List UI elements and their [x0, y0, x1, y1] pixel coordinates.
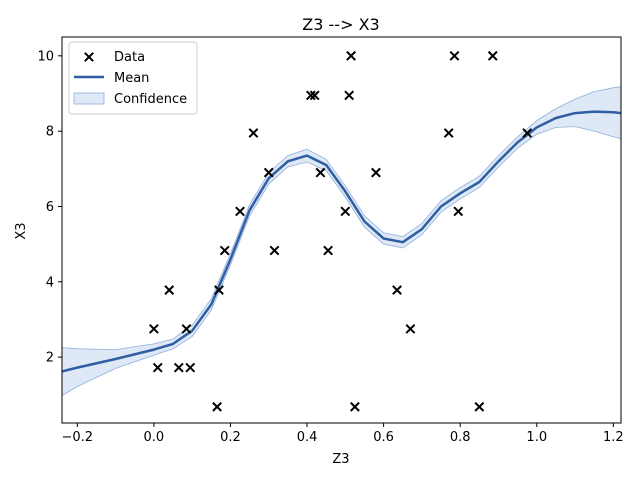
- data-point: [186, 363, 194, 371]
- data-point: [341, 207, 349, 215]
- data-point: [475, 403, 483, 411]
- data-point: [236, 207, 244, 215]
- x-tick-label: 0.6: [373, 430, 394, 445]
- data-point: [454, 207, 462, 215]
- data-point: [221, 246, 229, 254]
- data-point: [393, 286, 401, 294]
- data-point: [347, 52, 355, 60]
- y-axis-ticks: 2 4 6 8 10: [37, 49, 62, 365]
- data-point: [489, 52, 497, 60]
- y-tick-label: 8: [46, 125, 54, 140]
- y-tick-label: 6: [46, 200, 54, 215]
- x-tick-label: 0.0: [144, 430, 165, 445]
- x-tick-label: 0.8: [450, 430, 471, 445]
- legend-label-mean: Mean: [114, 71, 149, 86]
- legend-confidence-patch-icon: [74, 93, 104, 104]
- data-point: [213, 403, 221, 411]
- data-point: [351, 403, 359, 411]
- data-point: [165, 286, 173, 294]
- legend-label-confidence: Confidence: [114, 92, 187, 107]
- data-points-layer: [150, 52, 532, 411]
- confidence-band: [62, 87, 621, 396]
- y-axis-label: X3: [14, 222, 29, 239]
- y-tick-label: 10: [37, 49, 54, 64]
- data-point: [406, 325, 414, 333]
- x-tick-label: 0.4: [297, 430, 318, 445]
- legend: Data Mean Confidence: [69, 42, 197, 114]
- y-tick-label: 2: [46, 351, 54, 366]
- data-point: [154, 363, 162, 371]
- x-tick-label: −0.2: [62, 430, 94, 445]
- mean-line: [62, 112, 621, 372]
- x-tick-label: 1.0: [526, 430, 547, 445]
- data-point: [324, 246, 332, 254]
- data-point: [316, 168, 324, 176]
- x-axis-ticks: −0.2 0.0 0.2 0.4 0.6 0.8 1.0 1.2: [62, 423, 624, 445]
- mean-line-layer: [62, 112, 621, 372]
- data-point: [345, 91, 353, 99]
- data-point: [175, 363, 183, 371]
- data-point: [372, 168, 380, 176]
- x-axis-label: Z3: [332, 452, 349, 467]
- legend-label-data: Data: [114, 50, 145, 65]
- data-point: [270, 246, 278, 254]
- chart-title: Z3 --> X3: [302, 15, 379, 34]
- x-tick-label: 1.2: [603, 430, 624, 445]
- data-point: [150, 325, 158, 333]
- data-point: [450, 52, 458, 60]
- confidence-band-layer: [62, 87, 621, 396]
- data-point: [445, 129, 453, 137]
- y-tick-label: 4: [46, 275, 54, 290]
- x-tick-label: 0.2: [220, 430, 241, 445]
- data-point: [249, 129, 257, 137]
